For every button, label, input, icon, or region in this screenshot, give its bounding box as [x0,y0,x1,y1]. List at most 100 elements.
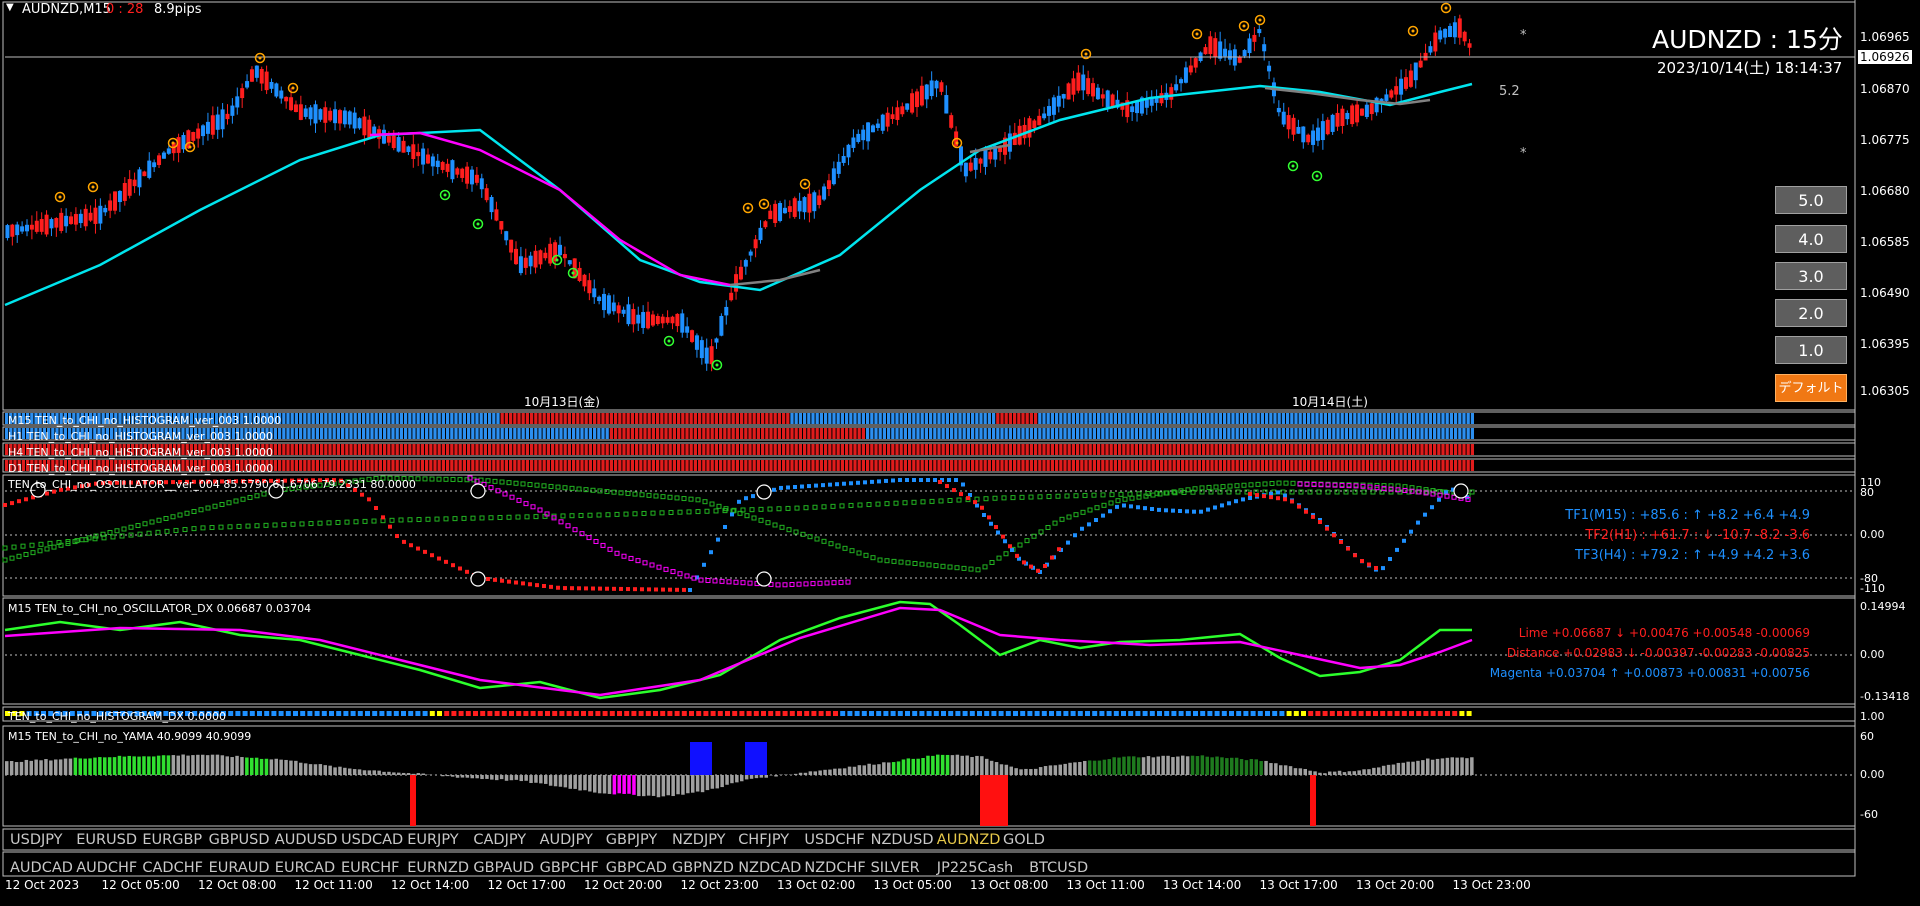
pair-button-eurjpy[interactable]: EURJPY [407,832,459,848]
histogram-bar [194,413,198,424]
candle-body [391,135,396,149]
pair-button-nzdchf[interactable]: NZDCHF [804,860,866,876]
pair-button-audchf[interactable]: AUDCHF [76,860,138,876]
pair-button-audcad[interactable]: AUDCAD [10,860,73,876]
histogram-bar [1025,444,1029,455]
pair-button-jp225cash[interactable]: JP225Cash [936,860,1014,876]
zoom-5-button[interactable]: 5.0 [1775,186,1847,214]
pair-button-silver[interactable]: SILVER [870,860,920,876]
histogram-bar [504,413,508,424]
pair-button-chfjpy[interactable]: CHFJPY [738,832,790,848]
oscillator-magenta-dot [712,578,718,584]
pair-button-eurnzd[interactable]: EURNZD [407,860,469,876]
histogram-bar [866,428,870,439]
oscillator-tf3-dot [227,524,233,530]
default-button[interactable]: デフォルト [1775,374,1847,402]
histogram-dx-square [177,711,183,716]
histogram-bar [727,444,731,455]
collapse-arrow-icon[interactable]: ▼ [6,2,14,13]
histogram-bar [769,428,773,439]
yama-bar [602,775,607,794]
pair-button-btcusd[interactable]: BTCUSD [1029,860,1089,876]
histogram-bar [395,460,399,471]
histogram-bar [685,413,689,424]
pair-button-gold[interactable]: GOLD [1003,832,1045,848]
pair-button-audusd[interactable]: AUDUSD [274,832,338,848]
histogram-bar [1286,444,1290,455]
yama-bar [759,775,764,778]
oscillator-tf1-dot [290,478,294,483]
oscillator-magenta-dot [551,515,557,521]
yama-bar [862,765,866,775]
candle-body [699,340,704,359]
oscillator-tf3-dot [38,541,44,547]
pair-button-cadchf[interactable]: CADCHF [142,860,203,876]
pair-button-gbpchf[interactable]: GBPCHF [539,860,599,876]
candle-body [73,214,78,225]
oscillator-magenta-dot [726,579,732,585]
pair-button-eurcad[interactable]: EURCAD [274,860,336,876]
oscillator-tf2-dot [1416,486,1422,492]
histogram-bar [1197,460,1201,471]
histogram-bar [252,428,256,439]
histogram-bar [189,444,193,455]
pair-button-gbpjpy[interactable]: GBPJPY [605,832,658,848]
histogram-bar [1256,460,1260,471]
histogram-bar [761,460,765,471]
histogram-bar [824,428,828,439]
candle-body [621,309,626,314]
histogram-bar [223,444,227,455]
histogram-bar [874,428,878,439]
oscillator-tf2-dot [317,482,323,488]
zoom-3-button[interactable]: 3.0 [1775,262,1847,290]
yama-bar [823,769,827,775]
histogram-bar [139,428,143,439]
histogram-bar [681,444,685,455]
histogram-bar [126,460,130,471]
histogram-bar [1223,460,1227,471]
pair-button-cadjpy[interactable]: CADJPY [473,832,527,848]
yama-bar [504,775,509,781]
histogram-bar [374,444,378,455]
candle-body [1462,31,1467,42]
oscillator-tf1-dot [982,513,986,517]
pair-button-gbpusd[interactable]: GBPUSD [208,832,270,848]
pair-button-nzdcad[interactable]: NZDCAD [738,860,802,876]
pair-button-nzdjpy[interactable]: NZDJPY [672,832,726,848]
oscillator-tf2-dot [51,544,57,550]
yama-bar [39,760,43,775]
pair-button-usdjpy[interactable]: USDJPY [10,832,63,848]
histogram-bar [773,428,777,439]
pair-button-eurgbp[interactable]: EURGBP [142,832,203,848]
candle-body [631,309,636,325]
pair-button-gbpcad[interactable]: GBPCAD [605,860,667,876]
pair-button-euraud[interactable]: EURAUD [208,860,270,876]
pair-button-eurchf[interactable]: EURCHF [341,860,400,876]
histogram-bar [1088,413,1092,424]
histogram-bar [357,428,361,439]
zoom-1-button[interactable]: 1.0 [1775,336,1847,364]
pair-button-usdcad[interactable]: USDCAD [341,832,404,848]
yama-bar [490,775,494,780]
zoom-2-button[interactable]: 2.0 [1775,299,1847,327]
pair-button-audnzd[interactable]: AUDNZD [936,832,1001,848]
yama-bar [1073,762,1077,775]
candle-body [807,193,812,213]
pair-button-gbpaud[interactable]: GBPAUD [473,860,535,876]
oscillator-tf3-dot [353,519,359,525]
oscillator-tf1-dot [269,478,273,483]
pair-button-gbpnzd[interactable]: GBPNZD [672,860,734,876]
pair-button-nzdusd[interactable]: NZDUSD [870,832,934,848]
zoom-4-button[interactable]: 4.0 [1775,225,1847,253]
pair-button-usdchf[interactable]: USDCHF [804,832,865,848]
candle-body [675,313,680,327]
candle-body [235,96,240,108]
histogram-dx-axis-label: 1.00 [1860,710,1885,723]
high-marker-icon [746,206,750,210]
oscillator-tf1-dot [1073,533,1077,538]
yama-bar [1337,770,1342,775]
histogram-bar [845,413,849,424]
pair-button-eurusd[interactable]: EURUSD [76,832,138,848]
pair-button-audjpy[interactable]: AUDJPY [539,832,593,848]
